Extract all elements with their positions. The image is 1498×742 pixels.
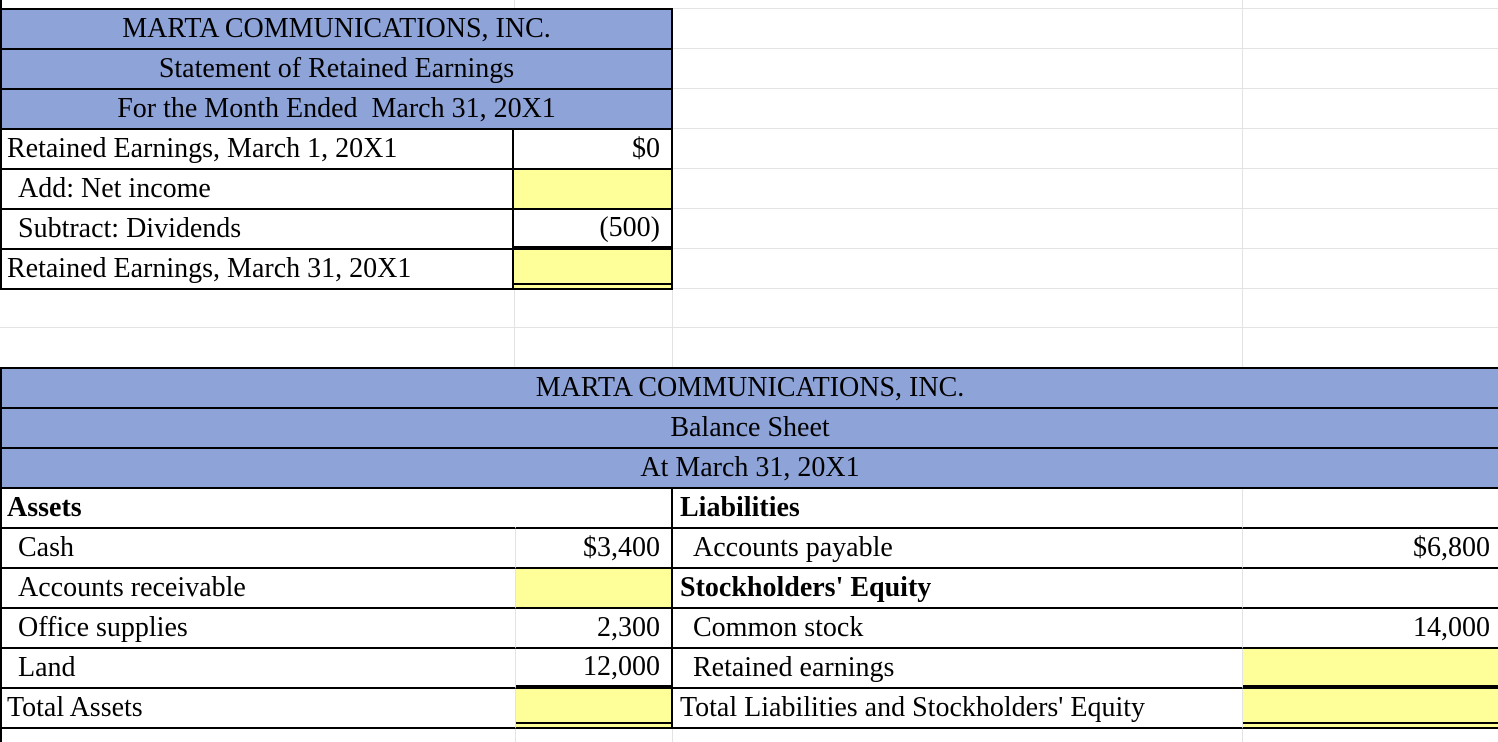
table-row: Retained Earnings, March 1, 20X1 $0	[2, 130, 671, 170]
gridline	[673, 48, 1498, 49]
gridline	[0, 327, 1498, 328]
statement-period: For the Month Ended March 31, 20X1	[117, 93, 556, 124]
dividends-value: (500)	[514, 210, 671, 250]
empty-cell	[1243, 489, 1498, 529]
gridline	[673, 248, 1498, 249]
land-label: Land	[2, 649, 516, 689]
table-row: Assets Liabilities	[2, 489, 1498, 529]
sheet-header-row: MARTA COMMUNICATIONS, INC.	[2, 369, 1498, 409]
cash-value: $3,400	[516, 529, 673, 569]
sheet-date-row: At March 31, 20X1	[2, 449, 1498, 489]
empty-cell	[1243, 729, 1498, 742]
table-row: Land 12,000 Retained earnings	[2, 649, 1498, 689]
total-liabilities-equity-input-cell[interactable]	[1243, 689, 1498, 729]
retained-earnings-input-cell[interactable]	[1243, 649, 1498, 689]
table-row: Total Assets Total Liabilities and Stock…	[2, 689, 1498, 729]
common-stock-value: 14,000	[1243, 609, 1498, 649]
net-income-label: Add: Net income	[2, 170, 514, 210]
office-supplies-value: 2,300	[516, 609, 673, 649]
cash-label: Cash	[2, 529, 516, 569]
net-income-input-cell[interactable]	[514, 170, 671, 210]
accounts-payable-label: Accounts payable	[673, 529, 1243, 569]
table-row: Add: Net income	[2, 170, 671, 210]
empty-cell	[673, 729, 1243, 742]
total-assets-label: Total Assets	[2, 689, 516, 729]
empty-cell	[1243, 569, 1498, 609]
dividends-label: Subtract: Dividends	[2, 210, 514, 250]
table-border-stub	[0, 0, 2, 8]
accounts-receivable-input-cell[interactable]	[516, 569, 673, 609]
liabilities-section-header: Liabilities	[673, 489, 1243, 529]
assets-section-header: Assets	[2, 489, 516, 529]
land-value: 12,000	[516, 649, 673, 689]
statement-period-row: For the Month Ended March 31, 20X1	[2, 90, 671, 130]
gridline	[673, 88, 1498, 89]
total-liabilities-equity-label: Total Liabilities and Stockholders' Equi…	[673, 689, 1243, 729]
sheet-title: Balance Sheet	[670, 412, 830, 443]
gridline	[673, 8, 1498, 9]
retained-earnings-beginning-label: Retained Earnings, March 1, 20X1	[2, 130, 514, 170]
gridline	[1242, 0, 1243, 367]
table-row: Subtract: Dividends (500)	[2, 210, 671, 250]
retained-earnings-beginning-value: $0	[514, 130, 671, 170]
statement-title: Statement of Retained Earnings	[158, 53, 515, 84]
accounts-receivable-label: Accounts receivable	[2, 569, 516, 609]
retained-earnings-ending-label: Retained Earnings, March 31, 20X1	[2, 250, 514, 290]
statement-title-row: Statement of Retained Earnings	[2, 50, 671, 90]
gridline	[672, 290, 673, 367]
sheet-date: At March 31, 20X1	[640, 452, 860, 483]
retained-earnings-statement: MARTA COMMUNICATIONS, INC. Statement of …	[0, 8, 673, 290]
statement-company-name: MARTA COMMUNICATIONS, INC.	[122, 13, 551, 44]
empty-cell	[516, 729, 673, 742]
gridline	[514, 0, 515, 8]
sheet-title-row: Balance Sheet	[2, 409, 1498, 449]
gridline	[673, 128, 1498, 129]
retained-earnings-ending-input-cell[interactable]	[514, 250, 671, 290]
empty-cell	[2, 729, 516, 742]
table-row: Office supplies 2,300 Common stock 14,00…	[2, 609, 1498, 649]
empty-cell	[516, 489, 673, 529]
stockholders-equity-section-header: Stockholders' Equity	[673, 569, 1243, 609]
table-row: Cash $3,400 Accounts payable $6,800	[2, 529, 1498, 569]
table-row: Retained Earnings, March 31, 20X1	[2, 250, 671, 290]
office-supplies-label: Office supplies	[2, 609, 516, 649]
retained-earnings-label: Retained earnings	[673, 649, 1243, 689]
total-assets-input-cell[interactable]	[516, 689, 673, 729]
gridline	[673, 168, 1498, 169]
common-stock-label: Common stock	[673, 609, 1243, 649]
gridline	[673, 208, 1498, 209]
gridline	[673, 288, 1498, 289]
gridline	[514, 290, 515, 367]
balance-sheet: MARTA COMMUNICATIONS, INC. Balance Sheet…	[0, 367, 1498, 742]
statement-header-row: MARTA COMMUNICATIONS, INC.	[2, 10, 671, 50]
table-row: Accounts receivable Stockholders' Equity	[2, 569, 1498, 609]
sheet-company-name: MARTA COMMUNICATIONS, INC.	[535, 372, 965, 403]
accounts-payable-value: $6,800	[1243, 529, 1498, 569]
table-row	[2, 729, 1498, 742]
